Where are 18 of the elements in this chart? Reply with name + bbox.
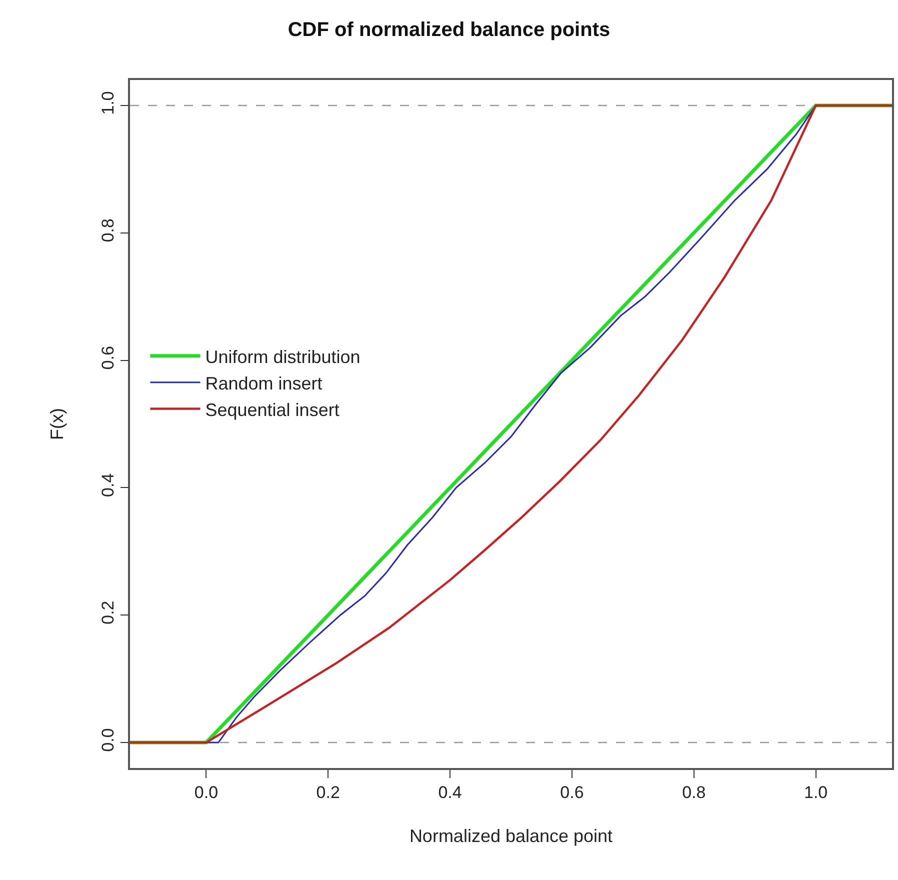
x-tick-label: 0.4 bbox=[438, 783, 462, 802]
legend-label: Sequential insert bbox=[205, 400, 340, 420]
x-tick-label: 0.0 bbox=[194, 783, 218, 802]
legend-label: Random insert bbox=[205, 373, 322, 394]
y-axis-title: F(x) bbox=[47, 408, 68, 440]
chart-title: CDF of normalized balance points bbox=[288, 19, 610, 41]
legend-label: Uniform distribution bbox=[205, 346, 360, 367]
y-tick-label: 0.4 bbox=[98, 473, 118, 497]
x-axis-title: Normalized balance point bbox=[409, 826, 613, 846]
x-tick-label: 0.8 bbox=[682, 783, 706, 802]
x-tick-label: 1.0 bbox=[804, 783, 828, 802]
y-tick-label: 1.0 bbox=[98, 91, 118, 115]
x-tick-label: 0.2 bbox=[316, 783, 340, 802]
y-tick-label: 0.2 bbox=[98, 600, 118, 624]
y-tick-label: 0.8 bbox=[98, 218, 118, 242]
x-tick-label: 0.6 bbox=[560, 783, 584, 802]
y-tick-label: 0.0 bbox=[98, 728, 118, 752]
y-tick-label: 0.6 bbox=[98, 346, 118, 370]
